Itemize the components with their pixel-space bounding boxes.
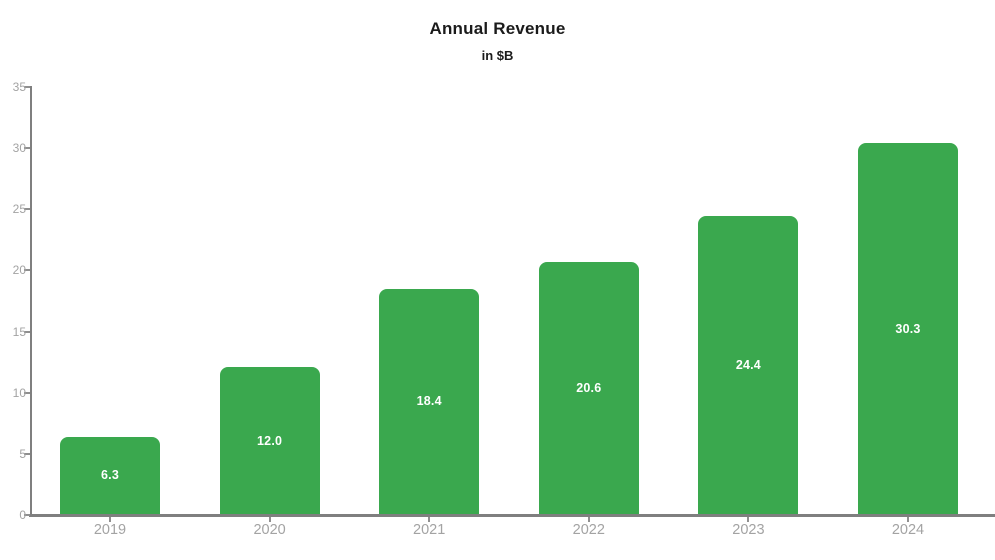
bar-2022: 20.6	[538, 262, 639, 514]
y-axis-tick-label: 5	[19, 446, 26, 461]
chart-title: Annual Revenue	[429, 19, 566, 38]
x-axis-label: 2021	[413, 522, 446, 538]
bar-value-label: 30.3	[895, 321, 921, 336]
bar-2019: 6.3	[60, 436, 160, 514]
x-axis-tick	[268, 517, 271, 522]
bar-value-label: 24.4	[735, 357, 761, 372]
bar-value-label: 12.0	[257, 433, 283, 448]
y-axis-tick-label: 20	[12, 263, 26, 278]
bar-2024: 30.3	[858, 143, 958, 514]
x-axis-line	[29, 514, 995, 517]
y-axis-tick-label: 10	[12, 385, 26, 400]
y-axis-tick	[24, 391, 30, 394]
bar-value-label: 6.3	[101, 468, 119, 483]
y-axis-tick	[24, 330, 30, 333]
x-axis-tick	[428, 517, 431, 522]
y-axis-tick	[24, 147, 30, 150]
y-axis-tick-label: 25	[12, 202, 26, 217]
x-axis-label: 2022	[572, 522, 605, 538]
bar-2021: 18.4	[379, 288, 480, 514]
y-axis-tick	[24, 208, 30, 211]
x-axis-tick	[747, 517, 750, 522]
y-axis-tick-label: 30	[12, 141, 26, 156]
x-axis-tick	[907, 517, 909, 522]
y-axis-tick	[24, 452, 30, 455]
x-axis-tick	[587, 517, 590, 522]
y-axis-tick	[24, 86, 30, 88]
bar-value-label: 20.6	[576, 381, 602, 396]
bar-value-label: 18.4	[416, 394, 442, 409]
y-axis-tick-label: 15	[12, 324, 26, 339]
x-axis-label: 2024	[891, 522, 925, 538]
y-axis-tick-label: 35	[12, 80, 26, 94]
x-axis-label: 2019	[93, 522, 127, 538]
bar-2020: 12.0	[219, 367, 320, 514]
chart-subtitle: in $B	[481, 48, 514, 63]
x-axis-label: 2023	[732, 522, 765, 538]
x-axis-tick	[109, 517, 111, 522]
y-axis-tick-label: 0	[19, 508, 26, 522]
bar-2023: 24.4	[698, 215, 799, 514]
x-axis-label: 2020	[253, 522, 286, 538]
y-axis-tick	[24, 269, 30, 272]
y-axis-line	[30, 86, 32, 517]
y-axis-tick	[24, 514, 30, 516]
